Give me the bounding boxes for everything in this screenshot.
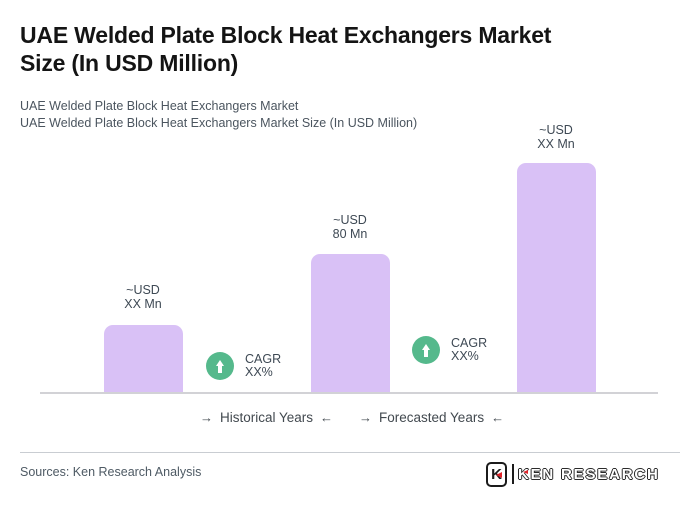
cagr-annotation-1: CAGR XX% [206, 352, 281, 380]
cagr-1-value: XX% [245, 365, 273, 379]
bar-1-label-line1: ~USD [126, 283, 160, 297]
right-arrow-icon: → [200, 410, 213, 425]
up-arrow-icon [206, 352, 234, 380]
sources-text: Sources: Ken Research Analysis [20, 465, 202, 479]
ken-research-emblem-icon: K [486, 461, 507, 487]
axis-group-label: Historical Years [220, 410, 314, 425]
cagr-2-title: CAGR [451, 335, 488, 350]
page-title-line2: Size (In USD Million) [20, 50, 239, 76]
cagr-label: CAGR XX% [451, 335, 488, 364]
axis-group-historical: → Historical Years ← [200, 410, 333, 425]
ken-research-logo: K KEN RESEARCH [486, 460, 660, 488]
chart-subtitle: UAE Welded Plate Block Heat Exchangers M… [20, 98, 620, 132]
cagr-annotation-2: CAGR XX% [412, 336, 487, 364]
up-arrow-head [422, 343, 430, 350]
bar-2-label-line2: 80 Mn [332, 226, 368, 241]
bar-2-label-line1: ~USD [333, 213, 367, 227]
chart-subtitle-line2: UAE Welded Plate Block Heat Exchangers M… [20, 116, 418, 130]
bar-value-label: ~USD XX Mn [506, 123, 606, 151]
bar-historical-1 [104, 325, 183, 393]
chart-subtitle-line1: UAE Welded Plate Block Heat Exchangers M… [20, 99, 299, 113]
page-title: UAE Welded Plate Block Heat Exchangers M… [20, 21, 660, 77]
up-arrow-head [216, 359, 224, 366]
wordmark-red-triangle-icon [523, 470, 528, 474]
x-axis-line [40, 392, 658, 394]
cagr-label: CAGR XX% [245, 351, 282, 380]
bar-3-label-line2: XX Mn [537, 136, 575, 151]
cagr-2-value: XX% [451, 349, 479, 363]
bar-3-label-line1: ~USD [539, 123, 573, 137]
page-title-line1: UAE Welded Plate Block Heat Exchangers M… [20, 22, 552, 48]
cagr-1-title: CAGR [245, 351, 282, 366]
axis-group-forecasted: → Forecasted Years ← [359, 410, 504, 425]
logo-separator [512, 464, 514, 484]
bar-forecast [517, 163, 596, 393]
logo-wordmark-text: KEN RESEARCH [518, 465, 660, 483]
right-arrow-icon: → [359, 410, 372, 425]
axis-group-label: Forecasted Years [379, 410, 485, 425]
emblem-red-triangle-icon [496, 472, 502, 478]
up-arrow-stem [424, 349, 428, 357]
bar-historical-2 [311, 254, 390, 393]
left-arrow-icon: ← [491, 410, 505, 425]
left-arrow-icon: ← [320, 410, 334, 425]
logo-wordmark: KEN RESEARCH [518, 466, 660, 483]
footer-divider [20, 452, 680, 453]
up-arrow-stem [218, 365, 222, 373]
bar-value-label: ~USD XX Mn [93, 283, 193, 311]
up-arrow-icon [412, 336, 440, 364]
bar-1-label-line2: XX Mn [124, 296, 162, 311]
bar-value-label: ~USD 80 Mn [300, 213, 400, 241]
